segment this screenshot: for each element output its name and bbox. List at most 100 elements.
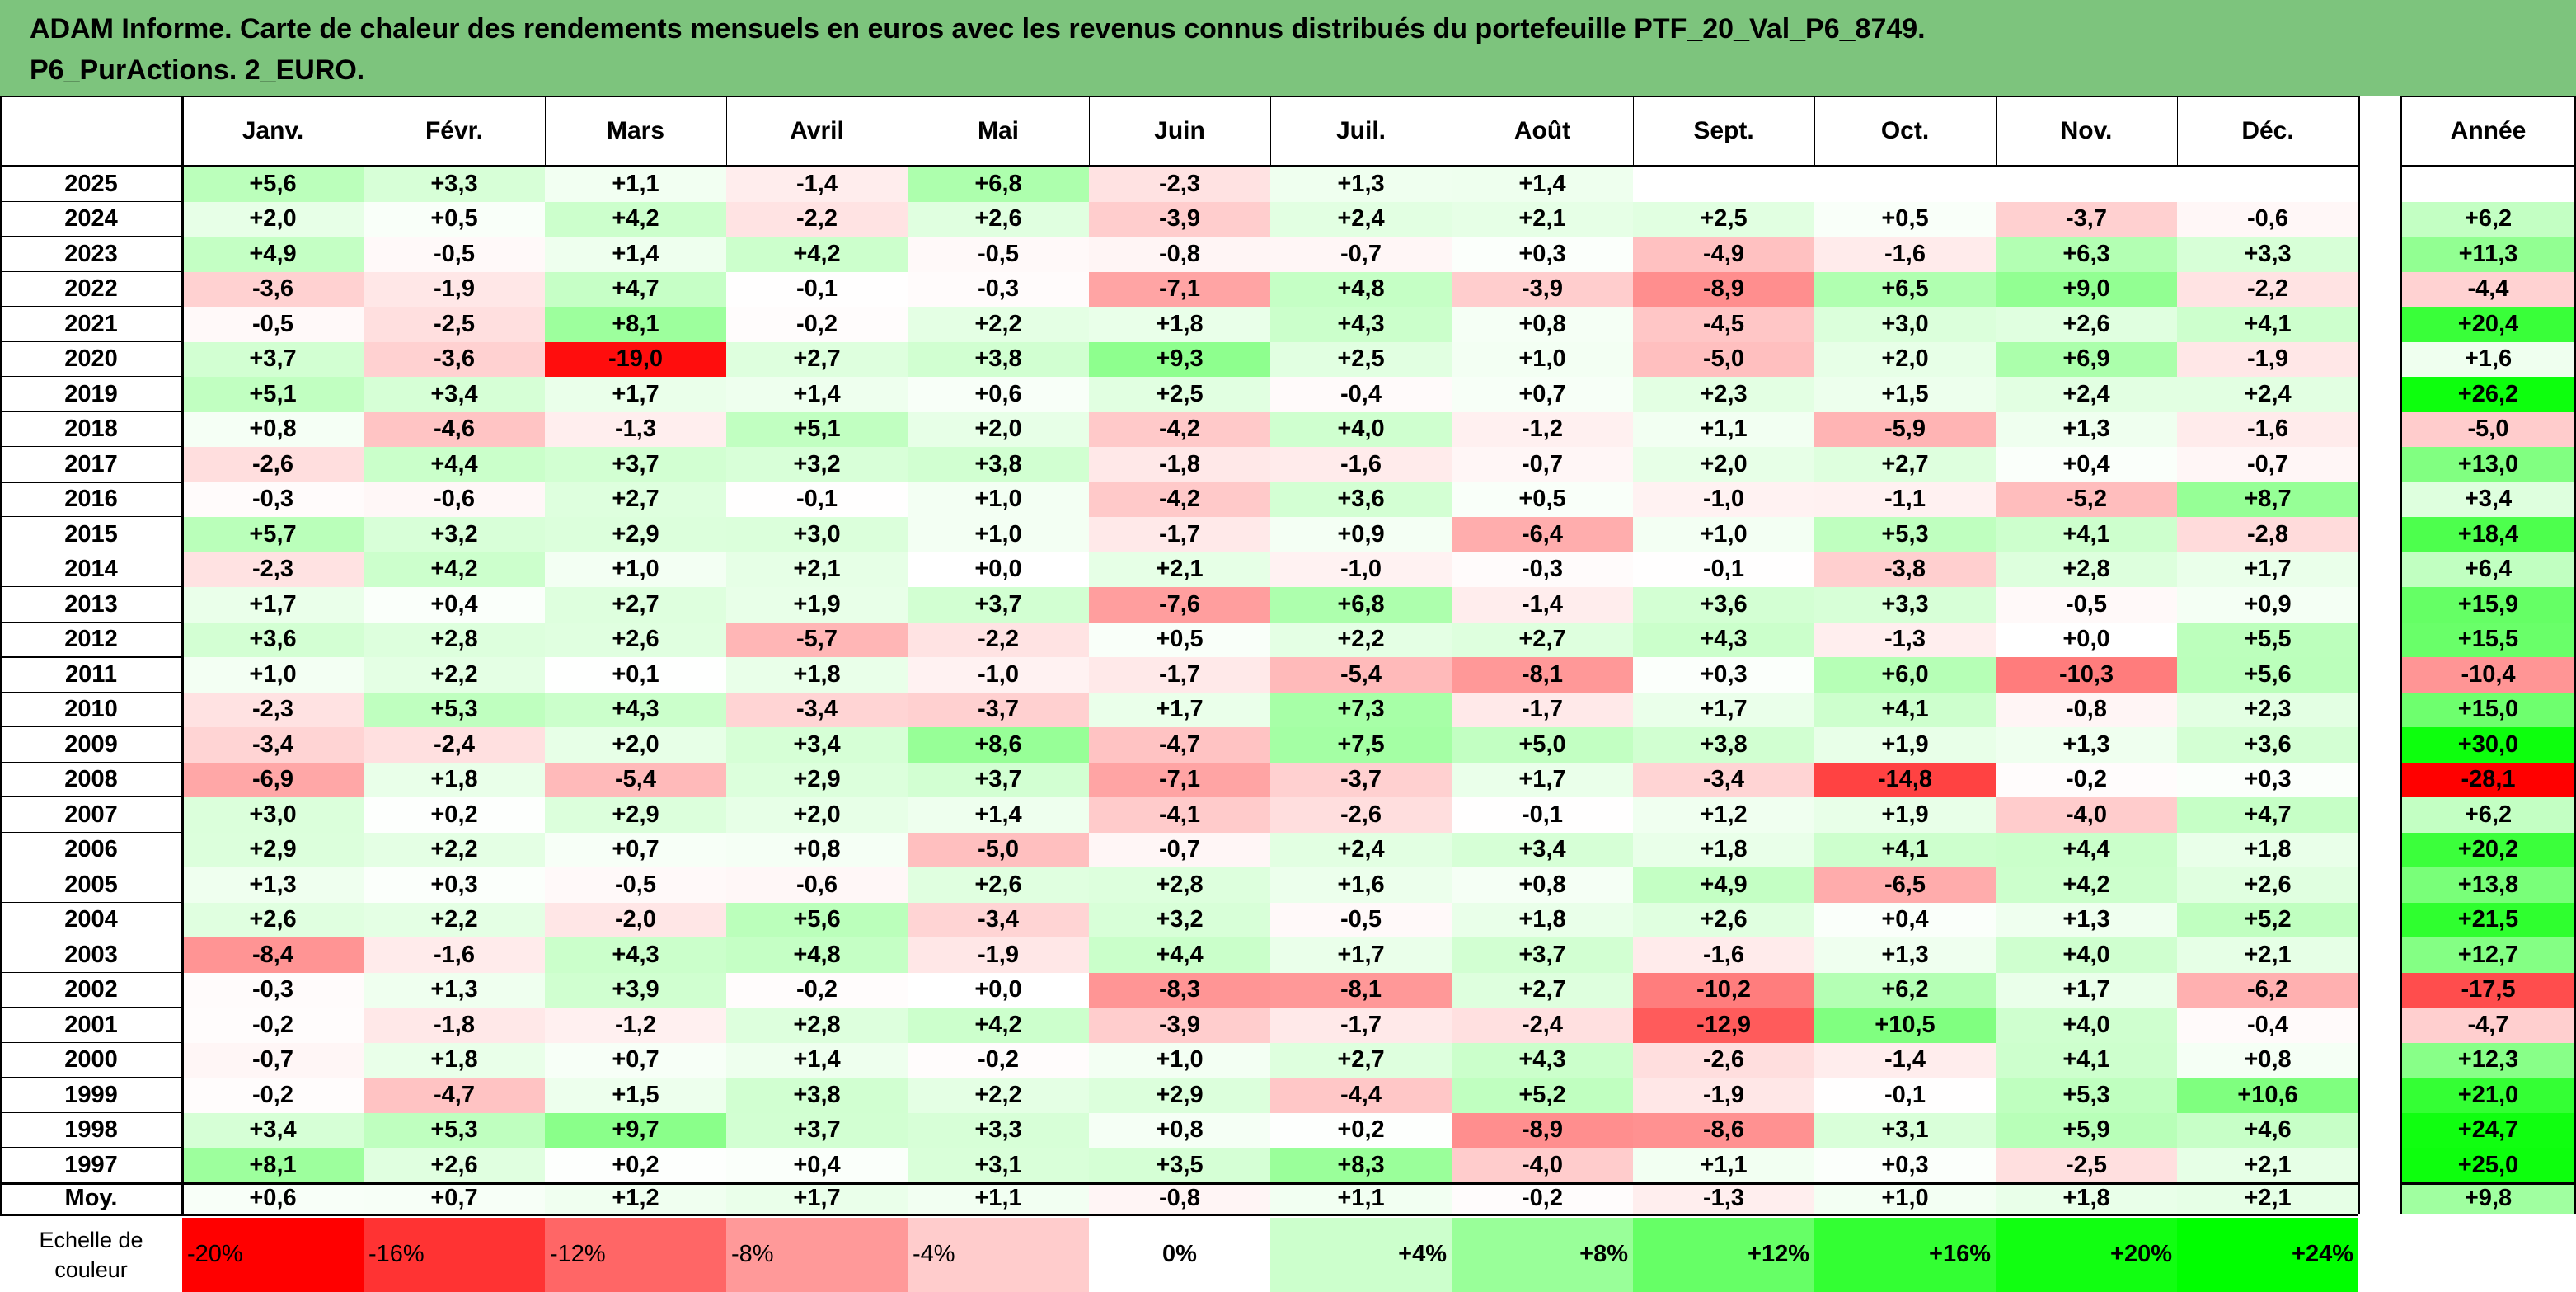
heatmap-cell: -1,0 — [1270, 552, 1452, 587]
heatmap-cell: +4,2 — [364, 552, 545, 587]
year-label: 2025 — [0, 167, 182, 202]
heatmap-cell: +0,6 — [908, 377, 1089, 412]
heatmap-cell: -1,6 — [1814, 237, 1996, 272]
heatmap-cell: -3,9 — [1452, 271, 1633, 307]
heatmap-cell: +4,9 — [1633, 867, 1814, 903]
heatmap-cell: +8,1 — [182, 1148, 364, 1183]
heatmap-cell: -12,9 — [1633, 1008, 1814, 1043]
heatmap-cell: +3,5 — [1089, 1148, 1270, 1183]
heatmap-cell: +2,6 — [545, 622, 726, 657]
heatmap-cell: -0,5 — [364, 237, 545, 272]
annual-cell: -4,4 — [2400, 271, 2576, 307]
heatmap-cell: +6,0 — [1814, 657, 1996, 693]
heatmap-cell: +0,3 — [1814, 1148, 1996, 1183]
heatmap-cell: +2,4 — [1996, 377, 2177, 412]
average-cell: -1,3 — [1633, 1182, 1814, 1214]
average-cell: +1,1 — [908, 1182, 1089, 1214]
heatmap-cell: +1,3 — [1996, 411, 2177, 447]
heatmap-cell: +1,7 — [1633, 692, 1814, 727]
grid-line — [0, 1041, 182, 1043]
heatmap-cell: +4,2 — [1996, 867, 2177, 903]
heatmap-cell: +5,3 — [364, 692, 545, 727]
year-label: 2001 — [0, 1008, 182, 1043]
heatmap-cell: +1,3 — [1996, 902, 2177, 937]
heatmap-cell: -4,4 — [1270, 1078, 1452, 1113]
heatmap-cell: +4,6 — [2177, 1112, 2358, 1148]
heatmap-cell: -5,0 — [1633, 341, 1814, 377]
heatmap-cell: +2,9 — [545, 517, 726, 552]
heatmap-cell: -8,4 — [182, 937, 364, 973]
grid-line — [1996, 96, 1997, 167]
heatmap-cell: +0,4 — [1996, 447, 2177, 482]
heatmap-cell: -6,5 — [1814, 867, 1996, 903]
heatmap-cell: +1,9 — [1814, 727, 1996, 763]
heatmap-cell: +4,8 — [1270, 271, 1452, 307]
heatmap-cell: +2,1 — [1452, 201, 1633, 237]
year-label: 1998 — [0, 1112, 182, 1148]
heatmap-cell: +2,0 — [908, 411, 1089, 447]
heatmap-cell: +2,2 — [1270, 622, 1452, 657]
average-cell: +1,1 — [1270, 1182, 1452, 1214]
year-label: 2012 — [0, 622, 182, 657]
average-cell: +1,7 — [726, 1182, 908, 1214]
heatmap-cell: -19,0 — [545, 341, 726, 377]
year-label: 2019 — [0, 377, 182, 412]
heatmap-cell: +0,7 — [1452, 377, 1633, 412]
heatmap-cell: +2,6 — [1996, 307, 2177, 342]
heatmap-cell: -6,9 — [182, 762, 364, 797]
heatmap-cell: +0,9 — [1270, 517, 1452, 552]
heatmap-cell: -1,8 — [1089, 447, 1270, 482]
heatmap-cell: +4,2 — [726, 237, 908, 272]
grid-line — [0, 236, 182, 237]
heatmap-cell: +0,5 — [1452, 482, 1633, 517]
year-label: 2013 — [0, 587, 182, 623]
heatmap-cell: +3,2 — [364, 517, 545, 552]
heatmap-cell: -2,5 — [364, 307, 545, 342]
heatmap-cell: -1,6 — [2177, 411, 2358, 447]
heatmap-cell: +0,3 — [364, 867, 545, 903]
heatmap-cell: +0,2 — [545, 1148, 726, 1183]
annual-cell — [2400, 167, 2576, 202]
heatmap-cell: +0,3 — [2177, 762, 2358, 797]
annual-cell: +15,9 — [2400, 587, 2576, 623]
heatmap-cell: +4,7 — [2177, 797, 2358, 833]
heatmap-cell: -2,3 — [1089, 167, 1270, 202]
heatmap-cell: -0,3 — [182, 482, 364, 517]
heatmap-cell: +4,4 — [1089, 937, 1270, 973]
heatmap-cell: -4,1 — [1089, 797, 1270, 833]
chart-title-line-1: ADAM Informe. Carte de chaleur des rende… — [30, 13, 1926, 45]
heatmap-cell: +3,3 — [908, 1112, 1089, 1148]
heatmap-cell: +2,1 — [2177, 937, 2358, 973]
heatmap-cell: +2,6 — [908, 201, 1089, 237]
annual-cell: +12,3 — [2400, 1042, 2576, 1078]
month-header: Avril — [726, 96, 908, 167]
heatmap-cell: +3,2 — [1089, 902, 1270, 937]
heatmap-cell: -1,1 — [1814, 482, 1996, 517]
heatmap-cell: +1,7 — [2177, 552, 2358, 587]
heatmap-cell: +3,9 — [545, 972, 726, 1008]
heatmap-cell: +1,4 — [545, 237, 726, 272]
heatmap-cell: -8,1 — [1270, 972, 1452, 1008]
annual-cell: +11,3 — [2400, 237, 2576, 272]
heatmap-cell: -0,2 — [726, 972, 908, 1008]
average-cell: +0,6 — [182, 1182, 364, 1214]
heatmap-cell: +2,0 — [1633, 447, 1814, 482]
heatmap-cell: +4,3 — [1633, 622, 1814, 657]
color-scale-swatch: +12% — [1633, 1217, 1814, 1292]
color-scale-swatch: -12% — [545, 1217, 726, 1292]
month-header: Juin — [1089, 96, 1270, 167]
heatmap-cell: -0,7 — [182, 1042, 364, 1078]
heatmap-cell: +3,7 — [908, 762, 1089, 797]
heatmap-cell: +5,6 — [182, 167, 364, 202]
heatmap-cell: -5,0 — [908, 832, 1089, 867]
heatmap-cell: +1,0 — [908, 517, 1089, 552]
heatmap-cell: +4,4 — [1996, 832, 2177, 867]
heatmap-cell: +4,1 — [1814, 692, 1996, 727]
heatmap-cell: +4,1 — [2177, 307, 2358, 342]
heatmap-cell: +1,0 — [182, 657, 364, 693]
heatmap-cell: +6,5 — [1814, 271, 1996, 307]
grid-line — [1270, 96, 1271, 167]
heatmap-cell: -2,6 — [1270, 797, 1452, 833]
heatmap-cell: -3,4 — [908, 902, 1089, 937]
heatmap-cell: +3,6 — [1270, 482, 1452, 517]
